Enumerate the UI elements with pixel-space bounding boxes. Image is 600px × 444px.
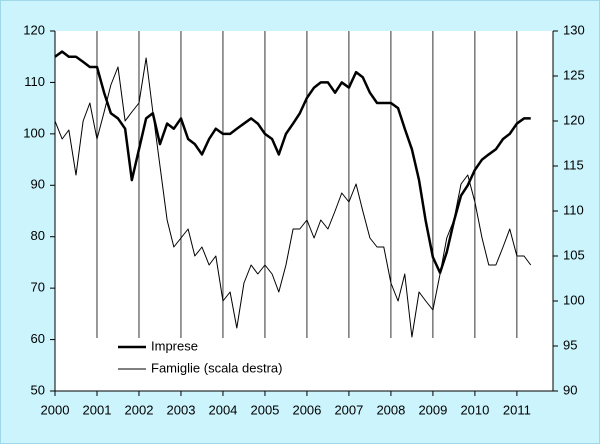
y2-tick-label: 120: [563, 112, 585, 127]
y2-tick-label: 90: [563, 382, 577, 397]
x-tick-label: 2011: [503, 402, 531, 417]
x-tick-label: 2010: [460, 402, 489, 417]
x-tick-label: 2004: [208, 402, 237, 417]
y2-tick-label: 115: [563, 157, 584, 172]
plot-area: [55, 31, 553, 391]
series-line: [54, 50, 531, 274]
x-tick-label: 2009: [418, 402, 447, 417]
y2-tick-label: 130: [563, 22, 585, 37]
y2-tick-label: 105: [563, 247, 585, 262]
series-line: [54, 57, 532, 338]
x-tick-label: 2002: [125, 402, 154, 417]
y-tick-label: 120: [23, 22, 45, 37]
y-tick-label: 110: [24, 74, 45, 89]
x-tick-label: 2008: [376, 402, 405, 417]
x-tick-label: 2005: [250, 402, 279, 417]
y-tick-label: 80: [31, 228, 45, 243]
x-tick-label: 2006: [292, 402, 321, 417]
y-tick-label: 70: [31, 280, 45, 295]
y2-tick-label: 110: [563, 202, 584, 217]
y-tick-label: 50: [31, 382, 45, 397]
y-tick-label: 60: [31, 331, 45, 346]
x-tick-label: 2000: [41, 402, 70, 417]
x-tick-label: 2007: [334, 402, 363, 417]
y2-tick-label: 100: [563, 292, 585, 307]
y2-tick-label: 95: [563, 337, 577, 352]
y-tick-label: 100: [23, 125, 45, 140]
x-tick-label: 2001: [83, 402, 112, 417]
x-tick-label: 2003: [167, 402, 196, 417]
legend-label: Imprese: [151, 338, 198, 353]
legend-label: Famiglie (scala destra): [151, 360, 283, 375]
y-tick-label: 90: [31, 177, 45, 192]
y2-tick-label: 125: [563, 67, 585, 82]
